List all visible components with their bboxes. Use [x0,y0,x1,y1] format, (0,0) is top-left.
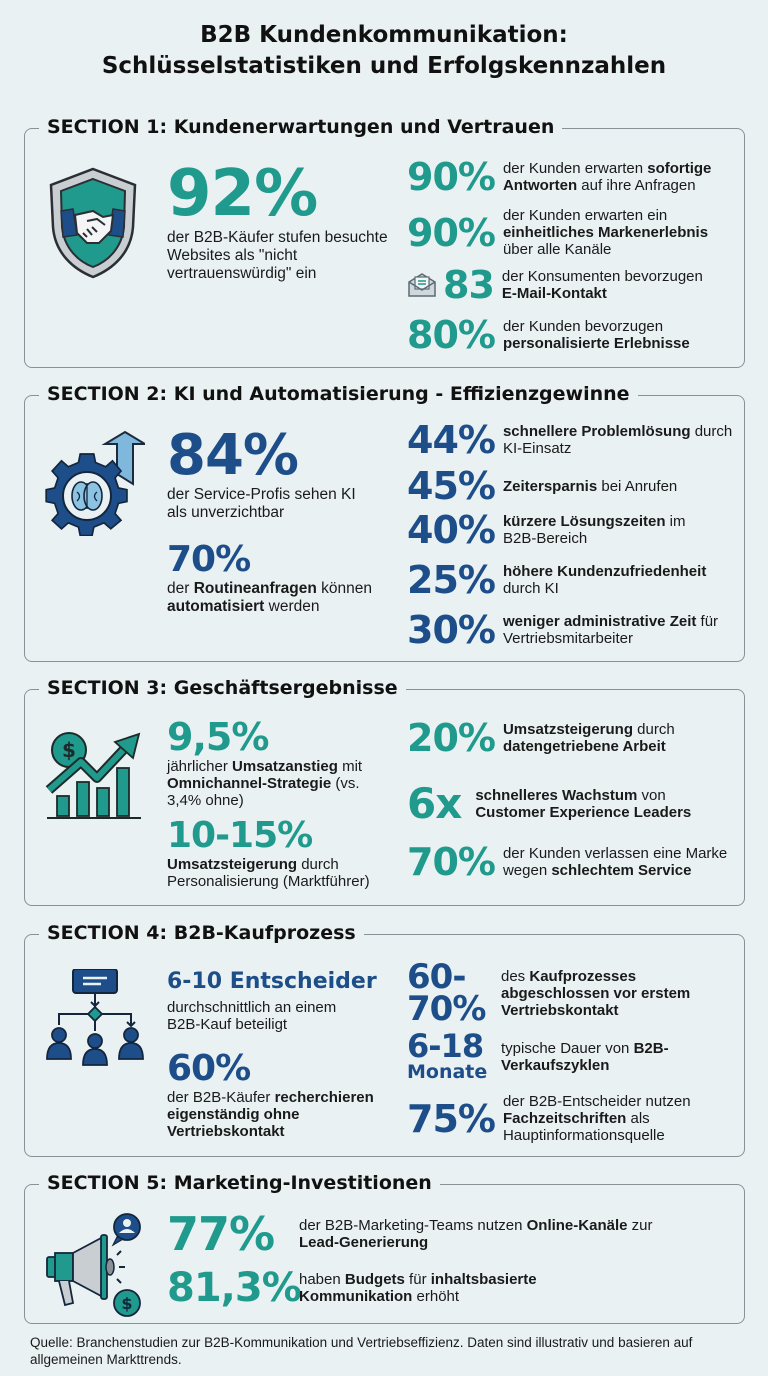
stat-value: 75% [407,1096,496,1141]
stat-row: 40% kürzere Lösungszeiten im B2B-Bereich [407,510,703,550]
main-stat-value: 6-10 Entscheider [167,969,377,994]
main-stat-value: 10-15% [167,815,313,856]
stat-value: 83 [443,263,495,307]
gear-brain-arrow-icon [45,430,149,537]
email-icon [407,272,437,298]
stat-text: der Kunden verlassen eine Marke wegen sc… [502,845,728,879]
stat-text: haben Budgets für inhaltsbasierte Kommun… [299,1271,537,1305]
stat-value: 30% [407,608,496,652]
main-stat-10-15: 10-15% Umsatzsteigerung durch Personalis… [167,815,407,891]
stat-row: 81,3% haben Budgets für inhaltsbasierte … [167,1265,559,1311]
stat-value: 6-18 Monate [407,1027,493,1083]
stat-value: 25% [407,558,496,602]
stat-value: 80% [407,313,496,357]
main-stat-6-10: 6-10 Entscheider durchschnittlich an ein… [167,965,407,1033]
stat-row: 6x schnelleres Wachstum von Customer Exp… [407,779,715,828]
stat-row: 20% Umsatzsteigerung durch datengetriebe… [407,718,723,758]
stat-row: 83 der Konsumenten bevorzugen E-Mail-Kon… [407,265,722,305]
section-1-heading: SECTION 1: Kundenerwartungen und Vertrau… [39,114,563,140]
section-4-heading: SECTION 4: B2B-Kaufprozess [39,920,364,946]
stat-row: 75% der B2B-Entscheider nutzen Fachzeits… [407,1093,723,1144]
main-stat-value: 70% [167,539,251,580]
main-stat-9-5: 9,5% jährlicher Umsatzanstieg mit Omnich… [167,716,407,809]
section-2-heading: SECTION 2: KI und Automatisierung - Effi… [39,381,638,407]
section-4: SECTION 4: B2B-Kaufprozess 6-10 Entschei… [24,920,745,1157]
stat-value: 60- 70% [407,957,493,1029]
stat-row: 30% weniger administrative Zeit für Vert… [407,610,723,650]
stat-row: 44% schnellere Problemlösung durch KI-Ei… [407,420,743,460]
stat-text: schnellere Problemlösung durch KI-Einsat… [502,423,733,457]
stat-row: 90% der Kunden erwarten ein einheitliche… [407,207,723,258]
megaphone-icon: $ [43,1209,143,1319]
stat-text: der Kunden bevorzugen personalisierte Er… [502,318,690,352]
stat-value: 77% [167,1207,275,1261]
stat-text: des Kaufprozesses abgeschlossen vor erst… [501,967,691,1019]
stat-value: 45% [407,464,496,508]
stat-row: 80% der Kunden bevorzugen personalisiert… [407,315,723,355]
main-stat-text: der B2B-Käufer recherchieren eigenständi… [167,1089,374,1140]
stat-value: 20% [407,716,496,760]
main-stat-60: 60% der B2B-Käufer recherchieren eigenst… [167,1048,407,1141]
stat-value: 6x [407,779,462,828]
stat-value: 90% [407,155,496,199]
stat-value-line-1: 6-18 [407,1027,484,1065]
shield-handshake-icon [47,165,139,279]
stat-text: schnelleres Wachstum von Customer Experi… [475,787,692,821]
main-stat-text: durchschnittlich an einem B2B-Kauf betei… [167,999,337,1033]
stat-text: typische Dauer von B2B-Verkaufszyklen [501,1040,669,1074]
main-stat-text: Umsatzsteigerung durch Personalisierung … [167,856,370,890]
main-stat-92: 92% der B2B-Käufer stufen besuchte Websi… [167,159,397,283]
stat-row: 77% der B2B-Marketing-Teams nutzen Onlin… [167,1209,659,1259]
stat-value-line-2: 70% [407,989,486,1029]
main-stat-text: der Service-Profis sehen KI als unverzic… [167,486,356,521]
stat-text: der B2B-Marketing-Teams nutzen Online-Ka… [299,1217,653,1251]
section-5-heading: SECTION 5: Marketing-Investitionen [39,1170,440,1196]
stat-text: der Kunden erwarten sofortige Antworten … [502,160,712,194]
stat-value: 90% [407,210,496,255]
stat-text: Umsatzsteigerung durch datengetriebene A… [502,721,675,755]
stat-value-line-2: Monate [407,1061,488,1083]
stat-row: 90% der Kunden erwarten sofortige Antwor… [407,157,744,197]
section-3-heading: SECTION 3: Geschäftsergebnisse [39,675,406,701]
growth-chart-dollar-icon: $ [45,726,145,826]
main-stat-value: 60% [167,1048,251,1089]
main-stat-value: 9,5% [167,715,269,759]
stat-row: 25% höhere Kundenzufriedenheit durch KI [407,560,723,600]
svg-text:$: $ [62,738,76,762]
main-stat-value: 92% [167,157,318,231]
stat-text: kürzere Lösungszeiten im B2B-Bereich [502,513,686,547]
stat-row: 70% der Kunden verlassen eine Marke wege… [407,842,743,882]
main-stat-70: 70% der Routineanfragen können automatis… [167,540,407,616]
title-line-2: Schlüsselstatistiken und Erfolgskennzahl… [101,53,667,79]
stat-row: 45% Zeitersparnis bei Anrufen [407,466,743,506]
page-title: B2B Kundenkommunikation: Schlüsselstatis… [0,20,768,82]
stat-value-line-1: 60- [407,957,466,997]
source-footnote: Quelle: Branchenstudien zur B2B-Kommunik… [30,1335,693,1367]
section-3: SECTION 3: Geschäftsergebnisse $ 9,5% jä… [24,675,745,906]
stat-row: 60- 70% des Kaufprozesses abgeschlossen … [407,957,701,1029]
section-2: SECTION 2: KI und Automatisierung - Effi… [24,381,745,662]
decision-hierarchy-icon [45,968,145,1069]
stat-text: der Konsumenten bevorzugen E-Mail-Kontak… [501,268,703,302]
stat-text: Zeitersparnis bei Anrufen [502,477,678,495]
title-line-1: B2B Kundenkommunikation: [200,22,568,48]
stat-value: 40% [407,508,496,552]
stat-value: 44% [407,418,496,462]
main-stat-text: der B2B-Käufer stufen besuchte Websites … [167,229,388,282]
stat-text: der B2B-Entscheider nutzen Fachzeitschri… [502,1093,691,1144]
section-5: SECTION 5: Marketing-Investitionen $ 77%… [24,1170,745,1324]
stat-text: höhere Kundenzufriedenheit durch KI [502,563,707,597]
main-stat-value: 84% [167,423,299,488]
main-stat-text: jährlicher Umsatzanstieg mit Omnichannel… [167,758,363,809]
stat-text: weniger administrative Zeit für Vertrieb… [502,613,719,647]
main-stat-text: der Routineanfragen können automatisiert… [167,580,373,615]
stat-value: 70% [407,840,496,884]
stat-value: 81,3% [167,1265,302,1311]
stat-text: der Kunden erwarten ein einheitliches Ma… [502,207,709,258]
stat-row: 6-18 Monate typische Dauer von B2B-Verka… [407,1027,701,1083]
main-stat-84: 84% der Service-Profis sehen KI als unve… [167,426,397,522]
svg-text:$: $ [121,1294,132,1313]
section-1: SECTION 1: Kundenerwartungen und Vertrau… [24,114,745,368]
